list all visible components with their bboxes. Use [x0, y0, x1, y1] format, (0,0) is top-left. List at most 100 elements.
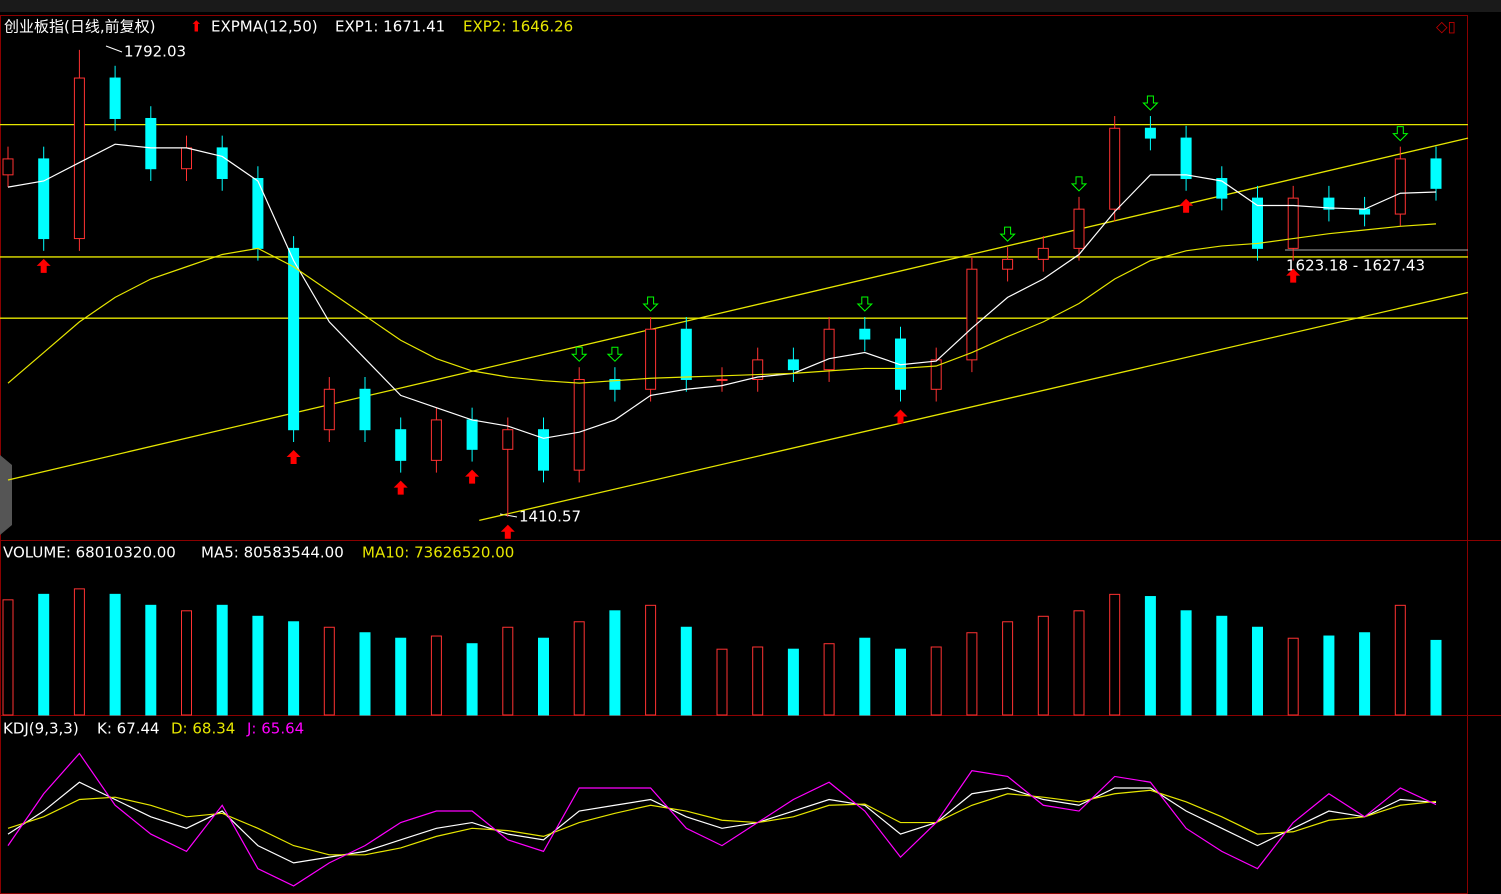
volume-bar [395, 637, 407, 716]
range-label: 1623.18 - 1627.43 [1286, 257, 1425, 275]
buy-arrow [1179, 198, 1194, 213]
candle-body [323, 388, 335, 431]
candle-body [2, 158, 14, 176]
volume-bar [466, 643, 478, 716]
candle-body [359, 388, 371, 431]
volume-bar [573, 621, 585, 716]
volume-bar [538, 637, 549, 716]
side-handle[interactable] [0, 455, 12, 535]
volume-bar [1252, 626, 1263, 716]
volume-bar [288, 621, 300, 716]
buy-arrow [465, 469, 480, 484]
candle-body [109, 77, 121, 119]
sell-arrow [1392, 126, 1409, 142]
candle-body [859, 328, 871, 340]
title: 创业板指(日线,前复权) [4, 18, 155, 36]
volume-bar [38, 593, 50, 716]
volume-bar [787, 648, 799, 716]
volume-bar [859, 637, 871, 716]
candle-body [1359, 208, 1371, 215]
candle-body [1287, 197, 1299, 249]
volume-bar [645, 604, 657, 716]
volume-bar [252, 615, 264, 716]
sell-arrow [1070, 176, 1088, 192]
candle-body [38, 158, 50, 240]
candle-body [645, 328, 657, 390]
candle-body [502, 429, 514, 450]
ma10-label: MA10: 73626520.00 [362, 544, 514, 562]
exp1-line [7, 143, 1437, 439]
sell-arrow [606, 346, 624, 362]
indicator: EXPMA(12,50) [211, 18, 318, 36]
candle-body [680, 328, 692, 380]
candle-body [1073, 208, 1085, 249]
volume-bar [109, 593, 121, 716]
buy-arrow [393, 480, 408, 495]
volume-bar [1180, 610, 1192, 716]
candle-body [1144, 127, 1156, 139]
volume-bar [1323, 635, 1335, 716]
candle-body [930, 359, 942, 390]
volume-bar [823, 643, 835, 716]
high-label: 1792.03 [124, 43, 186, 61]
k-label: K: 67.44 [97, 720, 160, 738]
exp1-label: EXP1: 1671.41 [335, 18, 445, 36]
ma5-label: MA5: 80583544.00 [201, 544, 344, 562]
candle-body [1394, 158, 1406, 215]
volume-bar [680, 626, 692, 716]
volume-title: VOLUME: 68010320.00 [3, 544, 176, 562]
volume-bar [216, 604, 228, 716]
arrow-icon: ⬆ [190, 18, 203, 36]
candle-body [145, 117, 157, 170]
exp2-label: EXP2: 1646.26 [463, 18, 573, 36]
sell-arrow [1142, 95, 1159, 111]
candle-body [752, 359, 764, 380]
buy-arrow [286, 449, 301, 464]
volume-bar [181, 610, 192, 716]
candle-body [1037, 247, 1049, 260]
j-label: J: 65.64 [246, 720, 304, 738]
candle-body [716, 378, 728, 381]
volume-bar [323, 626, 335, 716]
volume-bar [1109, 593, 1121, 716]
frame [0, 15, 1468, 894]
candle-body [1002, 258, 1014, 270]
volume-bar [502, 626, 514, 716]
j-line [7, 752, 1437, 887]
trend-line [7, 137, 1469, 481]
candle-body [430, 419, 442, 461]
candle-body [1216, 178, 1228, 199]
candle-body [216, 147, 228, 180]
candle-body [787, 359, 799, 371]
volume-bar [1144, 596, 1156, 716]
exp2-line [7, 223, 1437, 384]
volume-bar [1359, 632, 1371, 716]
candle-body [1323, 197, 1335, 210]
volume-bar [359, 632, 371, 716]
candle-body [288, 247, 300, 431]
candle-body [181, 147, 192, 170]
sell-arrow [856, 296, 874, 312]
candle-body [1252, 197, 1263, 249]
window-buttons[interactable]: ◇▯ [1436, 18, 1456, 36]
candle-body [1109, 127, 1121, 210]
candle-body [466, 419, 478, 450]
candle-body [966, 268, 978, 361]
candle-body [73, 77, 85, 240]
sell-arrow [570, 346, 588, 362]
sell-arrow [642, 296, 659, 312]
volume-bar [1394, 604, 1406, 716]
volume-bar [716, 648, 728, 716]
candle-body [1180, 137, 1192, 180]
volume-bar [1216, 615, 1228, 716]
volume-bar [895, 648, 906, 716]
volume-bar [1287, 637, 1299, 716]
volume-bar [966, 632, 978, 716]
volume-bar [752, 646, 764, 716]
plot [0, 49, 1469, 887]
candle-body [573, 378, 585, 471]
k-line [7, 781, 1437, 864]
buy-arrow [893, 409, 908, 424]
